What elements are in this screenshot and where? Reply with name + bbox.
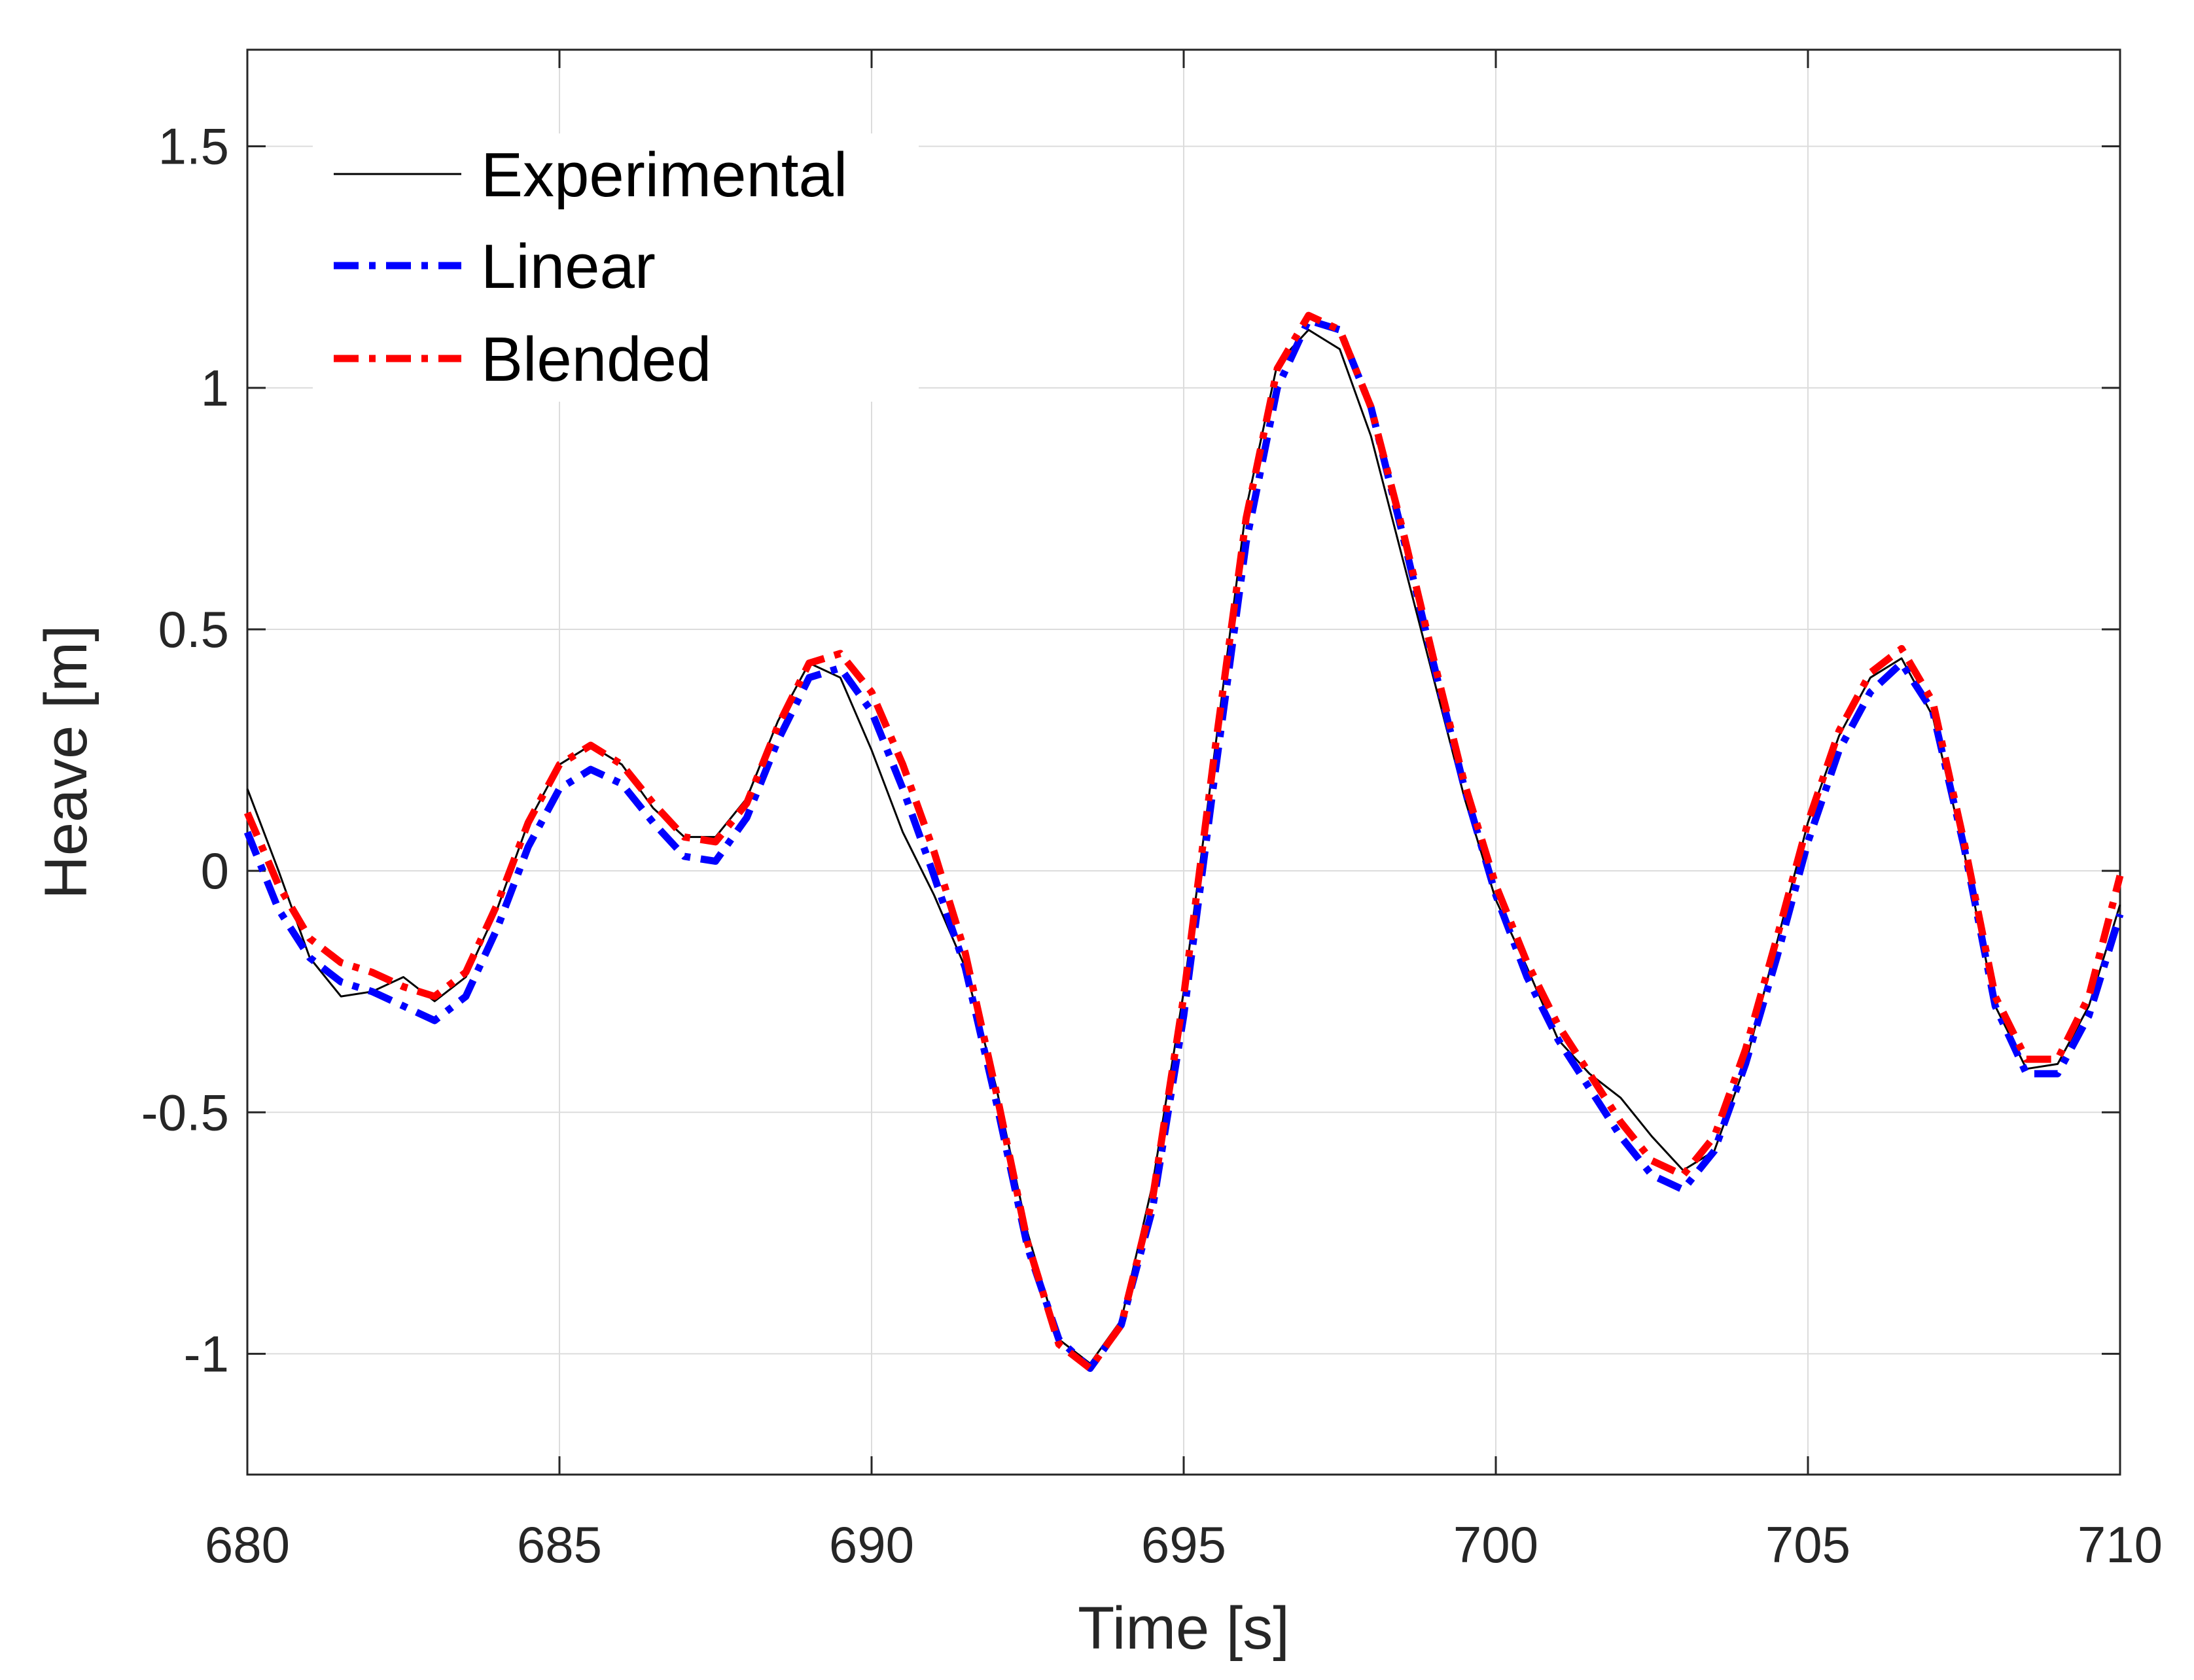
y-axis-title: Heave [m] <box>33 625 99 899</box>
legend: Experimental Linear Blended <box>313 133 919 402</box>
y-tick-labels: -1 -0.5 0 0.5 1 1.5 <box>141 118 229 1383</box>
y-tick-label: 0 <box>201 842 229 900</box>
x-tick-label: 705 <box>1765 1516 1850 1573</box>
legend-label-linear: Linear <box>481 232 656 302</box>
series-line-blended <box>243 311 2124 1373</box>
series-layer <box>243 311 2124 1373</box>
legend-label-blended: Blended <box>481 324 711 394</box>
y-tick-label: 0.5 <box>158 601 229 658</box>
x-tick-label: 685 <box>517 1516 602 1573</box>
y-tick-label: -0.5 <box>141 1083 229 1141</box>
y-tick-label: 1.5 <box>158 118 229 175</box>
y-tick-label: 1 <box>201 359 229 417</box>
legend-background <box>313 133 919 402</box>
axis-ticks <box>246 50 2121 1475</box>
series-line-linear <box>243 317 2124 1373</box>
x-tick-label: 690 <box>829 1516 914 1573</box>
x-axis-title: Time [s] <box>1078 1595 1290 1662</box>
legend-label-experimental: Experimental <box>481 140 847 210</box>
y-tick-label: -1 <box>184 1325 229 1382</box>
x-tick-label: 710 <box>2078 1516 2163 1573</box>
x-tick-labels: 680 685 690 695 700 705 710 <box>205 1516 2163 1573</box>
x-tick-label: 700 <box>1453 1516 1538 1573</box>
x-tick-label: 680 <box>205 1516 290 1573</box>
x-tick-label: 695 <box>1141 1516 1226 1573</box>
